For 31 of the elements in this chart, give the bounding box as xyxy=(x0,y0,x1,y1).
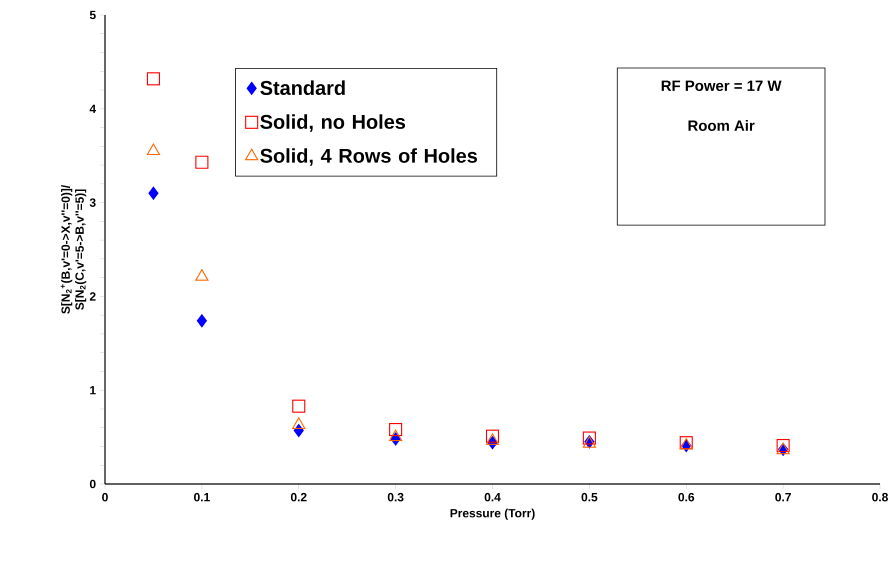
point xyxy=(582,431,596,445)
y-tick-label: 3 xyxy=(90,198,96,207)
y-tick-label: 1 xyxy=(90,386,96,394)
point xyxy=(389,423,402,436)
annotation: Room Air xyxy=(688,120,755,131)
x-tick-label: 0.6 xyxy=(678,492,694,502)
x-tick-label: 0.4 xyxy=(484,492,501,502)
y-tick-label: 4 xyxy=(90,104,96,113)
y-axis-title: S[N$_{2}$$^{+}$(B,v'=0->X,v''=0)]/ S[N$_{2}$(C,v'=5->B,v''=5)] xyxy=(60,184,86,314)
x-tick-label: 0.2 xyxy=(290,492,307,502)
x-tick-label: 0.1 xyxy=(194,492,210,502)
x-tick-label: 0.3 xyxy=(388,492,404,502)
x-tick-label: 0 xyxy=(102,492,108,502)
point xyxy=(292,400,306,413)
legend-label: Standard xyxy=(260,80,345,96)
legend-label: Solid, 4 Rows of Holes xyxy=(260,148,478,166)
x-axis-title: Pressure (Torr) xyxy=(450,508,535,520)
legend-label: Solid, no Holes xyxy=(260,114,406,132)
point xyxy=(146,72,160,86)
point xyxy=(148,186,158,200)
y-tick-label: 2 xyxy=(90,292,96,301)
x-tick-label: 0.7 xyxy=(775,492,791,502)
point xyxy=(486,430,500,443)
annotation: RF Power = 17 W xyxy=(662,80,782,92)
point xyxy=(776,438,790,452)
point xyxy=(196,314,207,328)
y-tick-label: 0 xyxy=(90,480,96,488)
x-tick-label: 0.8 xyxy=(872,492,888,502)
point xyxy=(195,156,208,169)
x-tick-label: 0.5 xyxy=(582,492,598,502)
y-tick-label: 5 xyxy=(90,10,96,20)
